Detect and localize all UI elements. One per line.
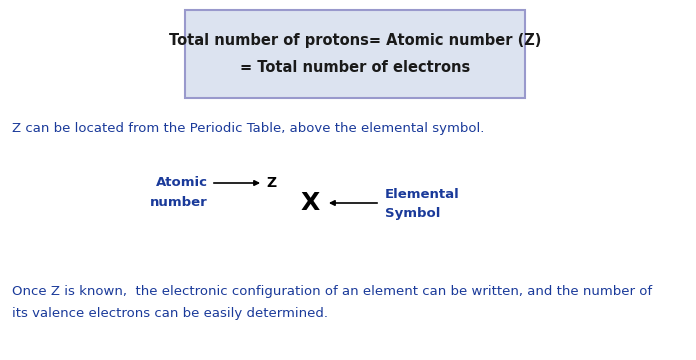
Text: number: number: [150, 197, 208, 210]
Text: Z can be located from the Periodic Table, above the elemental symbol.: Z can be located from the Periodic Table…: [12, 122, 484, 135]
Text: = Total number of electrons: = Total number of electrons: [240, 60, 470, 76]
Text: Atomic: Atomic: [156, 176, 208, 189]
Text: Z: Z: [266, 176, 276, 190]
Text: Once Z is known,  the electronic configuration of an element can be written, and: Once Z is known, the electronic configur…: [12, 285, 652, 298]
Text: its valence electrons can be easily determined.: its valence electrons can be easily dete…: [12, 307, 328, 320]
Text: Elemental: Elemental: [385, 188, 460, 201]
FancyBboxPatch shape: [185, 10, 525, 98]
Text: X: X: [301, 191, 319, 215]
Text: Symbol: Symbol: [385, 207, 441, 220]
Text: Total number of protons= Atomic number (Z): Total number of protons= Atomic number (…: [169, 32, 541, 48]
